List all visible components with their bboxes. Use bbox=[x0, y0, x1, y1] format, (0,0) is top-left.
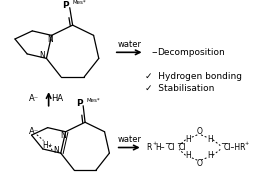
Text: O: O bbox=[196, 159, 202, 168]
Text: +: + bbox=[244, 141, 248, 146]
Text: −: − bbox=[164, 139, 170, 148]
Text: Mes*: Mes* bbox=[86, 98, 100, 103]
Text: Cl: Cl bbox=[168, 143, 175, 152]
Text: N: N bbox=[47, 35, 53, 44]
Text: Mes*: Mes* bbox=[73, 0, 86, 5]
Text: H: H bbox=[186, 135, 191, 144]
Text: HA: HA bbox=[52, 94, 64, 103]
Text: H: H bbox=[207, 151, 213, 160]
Text: H: H bbox=[207, 135, 213, 144]
Text: N: N bbox=[40, 51, 45, 60]
Text: Decomposition: Decomposition bbox=[157, 48, 225, 57]
Text: H: H bbox=[186, 151, 191, 160]
Text: +: + bbox=[47, 143, 52, 148]
Text: +: + bbox=[152, 141, 156, 146]
Text: ✓  Hydrogen bonding: ✓ Hydrogen bonding bbox=[145, 72, 241, 81]
Text: −: − bbox=[220, 139, 227, 148]
Text: A⁻: A⁻ bbox=[29, 94, 39, 103]
Text: P: P bbox=[63, 1, 69, 10]
Text: P: P bbox=[76, 99, 83, 108]
Text: ✓  Stabilisation: ✓ Stabilisation bbox=[145, 84, 214, 93]
Text: Cl: Cl bbox=[179, 143, 186, 152]
Text: Cl–HR: Cl–HR bbox=[223, 143, 246, 152]
Text: N: N bbox=[60, 131, 65, 140]
Text: H–: H– bbox=[155, 143, 165, 152]
Text: water: water bbox=[117, 135, 141, 144]
Text: –: – bbox=[151, 47, 157, 57]
Text: H: H bbox=[43, 141, 48, 150]
Text: R: R bbox=[146, 143, 152, 152]
Text: water: water bbox=[117, 40, 141, 49]
Text: N: N bbox=[53, 146, 59, 155]
Text: O: O bbox=[196, 127, 202, 136]
Text: A⁻: A⁻ bbox=[29, 127, 39, 136]
Text: −: − bbox=[176, 139, 183, 148]
